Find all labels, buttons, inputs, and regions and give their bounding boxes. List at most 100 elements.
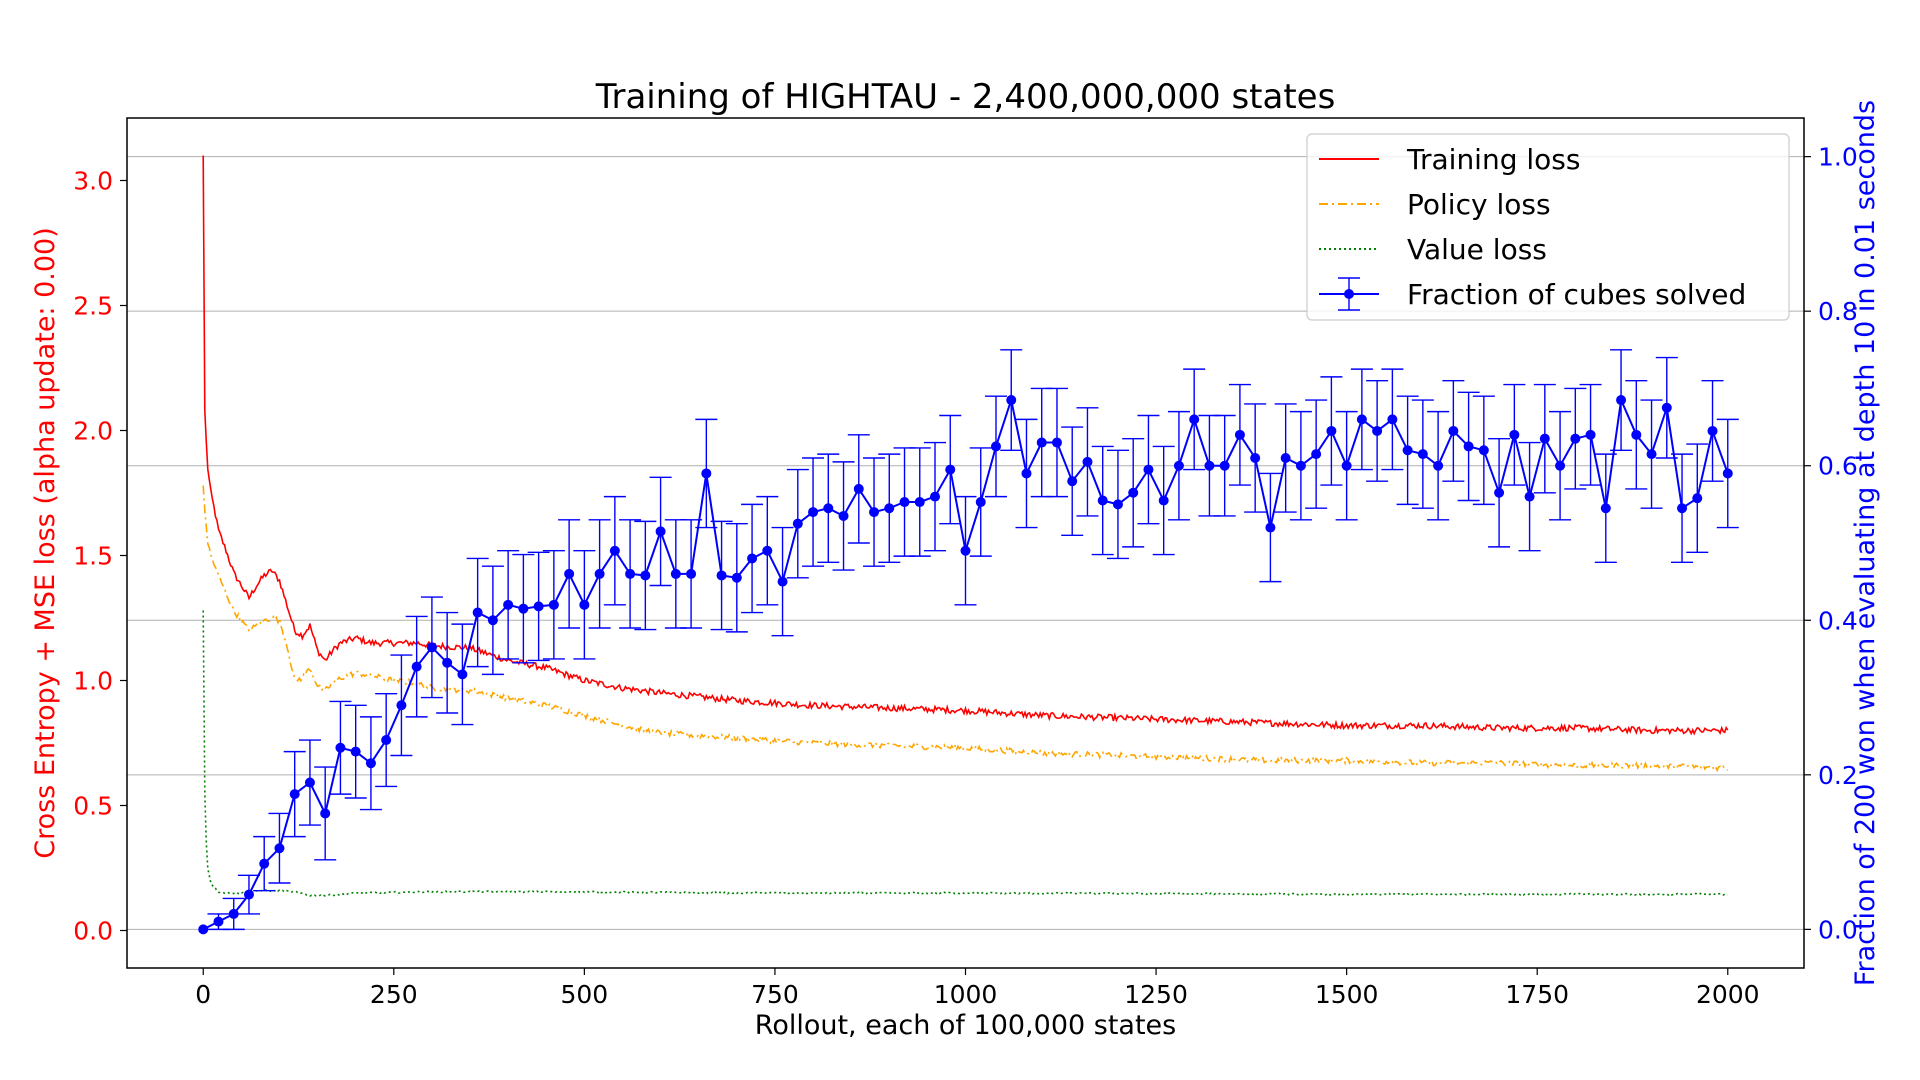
data-point: [1387, 414, 1398, 425]
data-point: [1112, 499, 1123, 510]
y-left-tick-label: 1.5: [73, 542, 113, 571]
y-left-tick-label: 2.0: [73, 417, 113, 446]
series-layer: [198, 155, 1739, 935]
data-point: [1616, 395, 1627, 406]
y-left-tick-label: 1.0: [73, 667, 113, 696]
series-line: [202, 485, 1729, 773]
data-point: [381, 735, 392, 746]
data-point: [1250, 453, 1261, 463]
series-line: [202, 155, 1729, 736]
data-point: [1051, 437, 1062, 448]
data-point: [1265, 522, 1276, 533]
y-right-tick-label: 0.4: [1818, 606, 1858, 635]
x-tick-label: 1250: [1124, 980, 1188, 1009]
data-point: [1234, 429, 1245, 440]
data-point: [472, 607, 483, 618]
y-right-tick-label: 0.8: [1818, 297, 1858, 326]
legend-label: Policy loss: [1407, 188, 1551, 221]
y-axis-left-label: Cross Entropy + MSE loss (alpha update: …: [30, 227, 61, 859]
data-point: [884, 503, 895, 514]
data-point: [1143, 464, 1154, 475]
data-point: [1082, 456, 1093, 467]
data-point: [1204, 460, 1215, 471]
x-tick-label: 750: [751, 980, 799, 1009]
x-tick-label: 0: [195, 980, 211, 1009]
data-point: [1494, 487, 1505, 498]
data-point: [1570, 433, 1581, 444]
data-point: [1555, 460, 1566, 471]
y-left-tick-label: 2.5: [73, 292, 113, 321]
legend-box: [1306, 133, 1790, 321]
data-point: [625, 568, 636, 579]
data-point: [518, 603, 529, 614]
data-point: [503, 599, 514, 610]
data-point: [1372, 425, 1383, 436]
data-point: [1021, 468, 1032, 479]
legend: Training loss Policy loss Value loss Fracti…: [1306, 133, 1790, 321]
data-point: [731, 572, 742, 583]
data-point: [1448, 425, 1459, 436]
data-point: [442, 657, 453, 668]
data-point: [1280, 453, 1291, 463]
data-point: [1173, 460, 1184, 471]
data-point: [259, 858, 270, 869]
x-tick-label: 2000: [1696, 980, 1760, 1009]
y-left-tick-label: 0.0: [73, 917, 113, 946]
data-point: [838, 510, 849, 521]
data-point: [990, 441, 1001, 452]
data-point: [869, 507, 880, 518]
data-point: [914, 497, 925, 508]
y-axis-right-label: Fraction of 200 won when evaluating at d…: [1850, 100, 1881, 986]
legend-label: Fraction of cubes solved: [1407, 278, 1746, 311]
data-point: [579, 599, 590, 610]
data-point: [396, 700, 407, 711]
data-point: [1341, 460, 1352, 471]
data-point: [1600, 503, 1611, 514]
data-point: [1646, 449, 1657, 460]
data-point: [1036, 437, 1047, 448]
data-point: [1661, 402, 1672, 413]
data-point: [213, 916, 224, 927]
x-tick-label: 1000: [934, 980, 998, 1009]
ticks-layer: 0 250 500 750 1000 1250 1500 1750 2000 0.0 0.5 1.0 1…: [73, 143, 1858, 1009]
data-point: [335, 742, 346, 753]
data-point: [594, 568, 605, 579]
data-point: [564, 568, 575, 579]
data-point: [853, 483, 864, 494]
data-point: [1692, 493, 1703, 504]
data-point: [655, 526, 666, 537]
data-point: [930, 491, 941, 502]
data-point: [1219, 460, 1230, 471]
x-tick-label: 1750: [1505, 980, 1569, 1009]
legend-label: Value loss: [1407, 233, 1547, 266]
data-point: [823, 503, 834, 514]
data-point: [487, 615, 498, 626]
x-tick-label: 250: [370, 980, 418, 1009]
legend-label: Training loss: [1406, 143, 1580, 176]
data-point: [1067, 476, 1078, 487]
data-point: [411, 661, 422, 672]
data-point: [899, 497, 910, 508]
data-point: [777, 576, 788, 587]
solved-series: [198, 349, 1739, 935]
y-right-tick-label: 1.0: [1818, 143, 1858, 172]
data-point: [1478, 445, 1489, 456]
chart-title: Training of HIGHTAU - 2,400,000,000 stat…: [595, 77, 1336, 117]
data-point: [1006, 395, 1017, 406]
data-point: [1356, 414, 1367, 425]
data-point: [960, 545, 971, 556]
data-point: [701, 468, 712, 479]
data-point: [747, 553, 758, 564]
data-point: [1295, 460, 1306, 471]
legend-marker: [1344, 289, 1354, 299]
data-point: [1677, 503, 1688, 514]
data-point: [640, 570, 651, 581]
y-left-tick-label: 0.5: [73, 792, 113, 821]
data-point: [1417, 449, 1428, 460]
data-point: [686, 568, 697, 579]
data-point: [533, 601, 544, 612]
data-point: [274, 843, 285, 854]
data-point: [762, 545, 773, 556]
data-point: [1128, 487, 1139, 498]
